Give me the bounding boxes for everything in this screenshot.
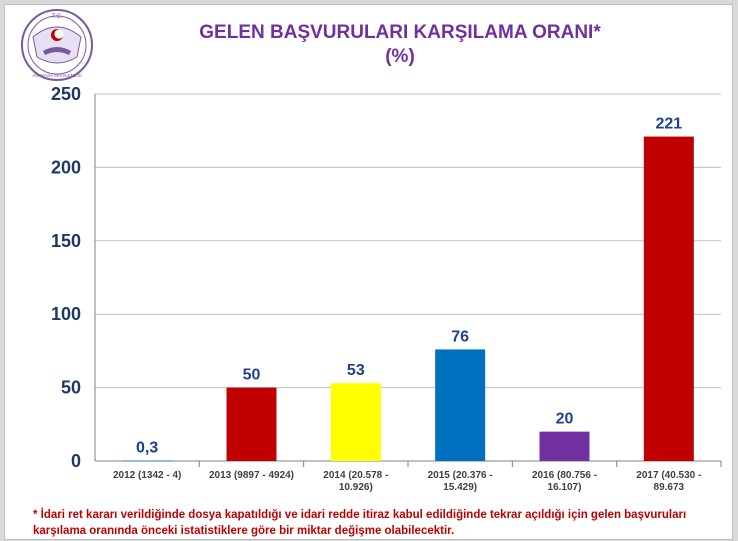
x-tick-label: 2012 (1342 - 4) bbox=[113, 470, 181, 481]
data-label: 221 bbox=[655, 116, 682, 133]
x-tick-label: 16.107) bbox=[548, 482, 582, 493]
x-tick-label: 2015 (20.376 - bbox=[428, 470, 493, 481]
bar bbox=[539, 431, 590, 461]
data-label: 76 bbox=[451, 328, 469, 345]
data-label: 50 bbox=[243, 367, 261, 384]
y-tick-label: 250 bbox=[51, 84, 81, 104]
x-tick-label: 2013 (9897 - 4924) bbox=[209, 470, 294, 481]
data-label: 20 bbox=[556, 411, 574, 428]
x-tick-label: 2017 (40.530 - bbox=[636, 470, 701, 481]
data-label: 53 bbox=[347, 362, 365, 379]
y-tick-label: 0 bbox=[71, 451, 81, 471]
bar bbox=[330, 383, 381, 461]
data-label: 0,3 bbox=[136, 440, 158, 457]
bar bbox=[226, 387, 277, 461]
slide: T.C. ANAYASA MAHKEMESİ GELEN BAŞVURULARI… bbox=[4, 4, 733, 540]
y-tick-label: 150 bbox=[51, 231, 81, 251]
constitutional-court-logo: T.C. ANAYASA MAHKEMESİ bbox=[21, 9, 93, 81]
x-tick-label: 2014 (20.578 - bbox=[323, 470, 388, 481]
bar bbox=[122, 460, 173, 462]
chart-subtitle: (%) bbox=[385, 46, 415, 67]
x-tick-label: 15.429) bbox=[443, 482, 477, 493]
logo-top-text: T.C. bbox=[52, 14, 63, 20]
y-tick-label: 50 bbox=[61, 378, 81, 398]
bar bbox=[435, 349, 486, 461]
y-tick-label: 100 bbox=[51, 304, 81, 324]
x-tick-label: 89.673 bbox=[654, 482, 685, 493]
chart-title-block: GELEN BAŞVURULARI KARŞILAMA ORANI* (%) bbox=[145, 21, 655, 69]
footnote: * İdari ret kararı verildiğinde dosya ka… bbox=[33, 509, 687, 537]
bar-chart: 0 50 100 150 200 250 0,3 2012 (1342 - 4) 50 2013 … bbox=[51, 84, 722, 493]
y-tick-label: 200 bbox=[51, 157, 81, 177]
x-tick-label: 10.926) bbox=[339, 482, 373, 493]
bar bbox=[643, 136, 694, 461]
logo-bottom-text: ANAYASA MAHKEMESİ bbox=[32, 72, 82, 78]
x-tick-label: 2016 (80.756 - bbox=[532, 470, 597, 481]
chart-title: GELEN BAŞVURULARI KARŞILAMA ORANI* bbox=[199, 22, 601, 43]
